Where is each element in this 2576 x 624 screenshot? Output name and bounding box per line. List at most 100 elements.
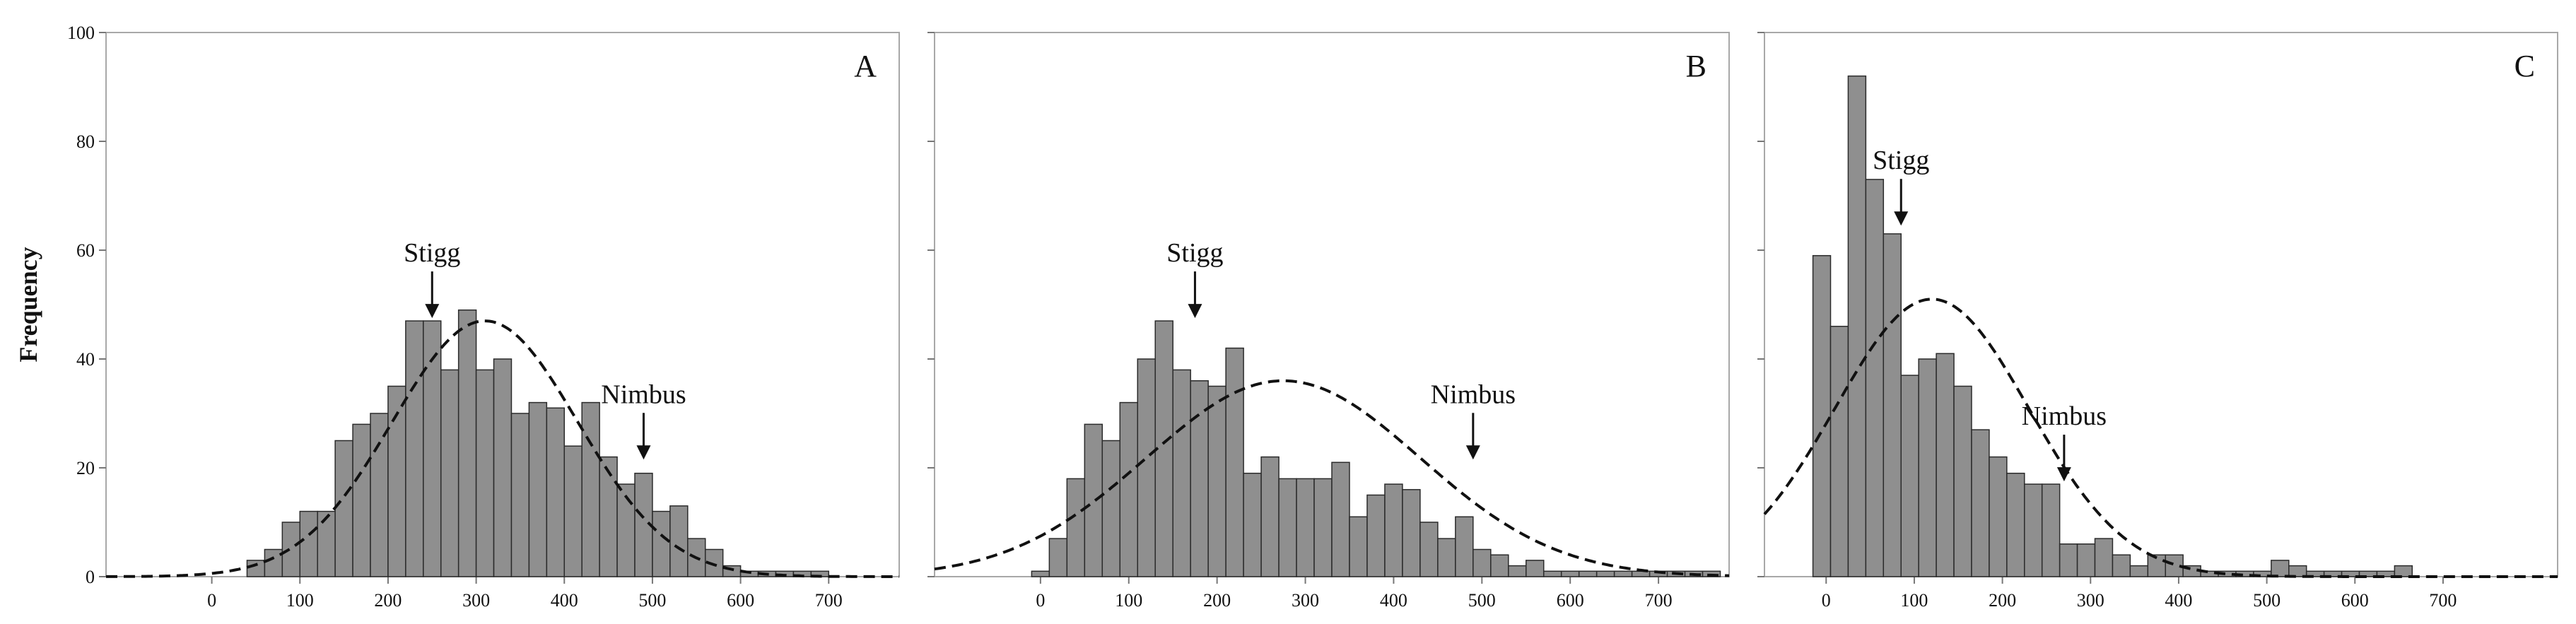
histogram-bar	[2076, 543, 2096, 577]
histogram-bar	[1190, 380, 1209, 577]
panel-letter: B	[1686, 49, 1706, 83]
histogram-bar	[457, 309, 477, 577]
histogram-bar	[1154, 320, 1173, 577]
histogram-bar	[687, 538, 706, 577]
histogram-bar	[423, 320, 442, 577]
histogram-bar	[1918, 358, 1937, 577]
histogram-bar	[2024, 483, 2043, 577]
x-tick-label: 300	[1292, 590, 1319, 611]
x-tick-label: 500	[2253, 590, 2281, 611]
histogram-bar	[352, 423, 371, 577]
panels: 0 20 40 60 80 100 0 100 200 300 400 500 600 700 Stigg N…	[14, 23, 2558, 611]
histogram-bar	[2041, 483, 2061, 577]
annotation-arrow-head	[636, 445, 651, 460]
histogram-bar	[2394, 565, 2413, 577]
x-tick-label: 200	[1989, 590, 2016, 611]
histogram-bar	[2129, 565, 2149, 577]
x-tick-label: 300	[462, 590, 490, 611]
y-tick-label: 80	[76, 131, 95, 152]
histogram-bar	[1596, 570, 1615, 577]
x-tick-label: 400	[551, 590, 578, 611]
annotation-stigg: Stigg	[1873, 146, 1929, 175]
histogram-bar	[510, 413, 530, 577]
x-tick-label: 200	[1203, 590, 1231, 611]
histogram-bar	[1278, 478, 1297, 577]
histogram-bar	[1508, 565, 1527, 577]
y-tick-label: 20	[76, 458, 95, 478]
histogram-bar	[1883, 233, 1902, 577]
x-tick-label: 0	[1036, 590, 1045, 611]
y-tick-label: 40	[76, 349, 95, 370]
histogram-bar	[1243, 472, 1262, 577]
histogram-bar	[1402, 489, 1421, 577]
histogram-bar	[1953, 385, 1972, 577]
annotation-arrow-head	[1894, 211, 1909, 226]
histogram-bar	[1313, 478, 1333, 577]
panel-c: 0 100 200 300 400 500 600 700 Stigg Nimbus C	[1757, 32, 2558, 611]
histogram-bar	[2094, 538, 2114, 577]
x-tick-label: 400	[1380, 590, 1407, 611]
histogram-bar	[1066, 478, 1086, 577]
histogram-bar	[1812, 254, 1832, 577]
annotation-arrow-head	[1188, 304, 1202, 319]
x-tick-label: 100	[1900, 590, 1928, 611]
x-tick-label: 100	[1115, 590, 1142, 611]
histogram-bar	[1490, 554, 1509, 577]
x-tick-label: 600	[2341, 590, 2369, 611]
x-tick-label: 600	[1557, 590, 1584, 611]
histogram-bar	[1936, 353, 1955, 577]
histogram-bar	[1989, 456, 2008, 577]
y-axis-title: Frequency	[14, 247, 42, 362]
histogram-bar	[246, 560, 266, 577]
histogram-bar	[1437, 538, 1456, 577]
fitted-curve	[934, 379, 1730, 577]
fitted-curve	[106, 319, 899, 578]
histogram-bar	[1847, 75, 1867, 577]
annotation-nimbus: Nimbus	[601, 379, 686, 409]
histogram-bar	[1900, 375, 1919, 577]
x-tick-label: 0	[1822, 590, 1831, 611]
histogram-bar	[1031, 570, 1050, 577]
histogram-bar	[370, 413, 389, 577]
histogram-bar	[1260, 456, 1280, 577]
histogram-bar	[1331, 461, 1350, 577]
histogram-bar	[1613, 570, 1633, 577]
histogram-bar	[1225, 347, 1244, 577]
histogram-bar	[1473, 548, 1492, 577]
x-tick-label: 400	[2165, 590, 2192, 611]
annotation-arrow-head	[2056, 467, 2071, 482]
y-tick-label: 60	[76, 240, 95, 261]
histogram-bar	[2271, 560, 2290, 577]
histogram-bar	[475, 369, 495, 577]
x-tick-label: 700	[815, 590, 843, 611]
histogram-bar	[493, 358, 513, 577]
x-tick-label: 0	[207, 590, 216, 611]
histogram-bar	[281, 522, 301, 577]
x-tick-label: 500	[638, 590, 666, 611]
histogram-bar	[1526, 560, 1545, 577]
y-tick-label: 100	[67, 23, 95, 43]
annotation-stigg: Stigg	[404, 238, 460, 268]
histogram-bar	[563, 445, 582, 577]
histogram-bar	[1829, 326, 1849, 577]
x-tick-label: 500	[1468, 590, 1496, 611]
histogram-bar	[1172, 369, 1191, 577]
histogram-bar	[1296, 478, 1315, 577]
x-tick-label: 700	[2429, 590, 2457, 611]
histogram-bar	[528, 401, 548, 577]
histogram-bar	[652, 510, 671, 577]
histogram-bar	[669, 505, 689, 577]
histogram-bar	[1542, 570, 1562, 577]
annotation-arrow-head	[1465, 445, 1480, 460]
histogram-bar	[1384, 483, 1403, 577]
panel-letter: C	[2514, 49, 2535, 83]
histogram-bar	[1971, 429, 1990, 577]
x-tick-label: 600	[727, 590, 754, 611]
histogram-bar	[1419, 522, 1439, 577]
histogram-bar	[1455, 516, 1474, 577]
histogram-bar	[299, 510, 318, 577]
histogram-bar	[1137, 358, 1156, 577]
histogram-bar	[317, 510, 336, 577]
annotation-nimbus: Nimbus	[2022, 401, 2107, 431]
